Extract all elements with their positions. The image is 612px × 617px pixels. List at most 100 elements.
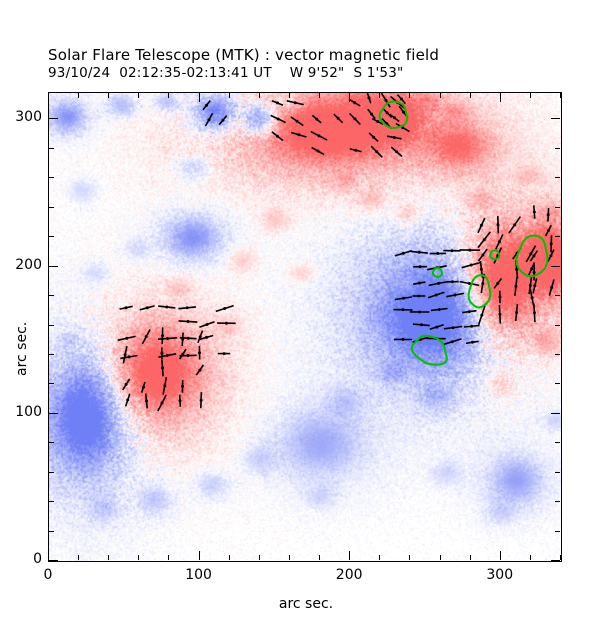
x-major-tick-top bbox=[349, 93, 351, 102]
x-minor-tick bbox=[258, 555, 260, 560]
y-minor-tick bbox=[49, 236, 54, 238]
umbral-contour bbox=[410, 334, 448, 366]
field-vector-origin bbox=[275, 134, 279, 138]
x-minor-tick bbox=[228, 555, 230, 560]
field-vector-origin bbox=[481, 253, 485, 257]
x-minor-tick bbox=[469, 555, 471, 560]
field-vector-origin bbox=[370, 112, 373, 116]
x-minor-tick-top bbox=[560, 93, 561, 98]
x-tick-label: 100 bbox=[185, 567, 212, 583]
field-vector-origin bbox=[532, 271, 536, 274]
umbral-contour bbox=[431, 267, 444, 278]
field-vector-origin bbox=[127, 355, 131, 359]
y-minor-tick bbox=[49, 147, 54, 149]
x-tick-label: 300 bbox=[486, 567, 514, 583]
y-minor-tick-right bbox=[555, 324, 560, 326]
field-vector-origin bbox=[125, 336, 129, 340]
field-vector-origin bbox=[222, 352, 226, 356]
magnetogram-image bbox=[49, 93, 561, 561]
y-tick-label: 100 bbox=[15, 403, 42, 420]
x-minor-tick-top bbox=[439, 93, 441, 98]
field-vector-origin bbox=[141, 385, 145, 389]
field-vector-origin bbox=[470, 340, 474, 344]
field-vector-origin bbox=[417, 250, 421, 254]
x-minor-tick-top bbox=[319, 93, 321, 98]
field-vector-origin bbox=[199, 398, 203, 402]
x-minor-tick-top bbox=[529, 93, 531, 98]
y-major-tick bbox=[49, 412, 58, 414]
field-vector-origin bbox=[546, 229, 550, 233]
x-minor-tick bbox=[439, 555, 441, 560]
field-vector-origin bbox=[178, 399, 182, 403]
vector-field-overlay bbox=[117, 93, 555, 412]
field-vector-origin bbox=[145, 306, 149, 310]
field-vector-origin bbox=[468, 248, 472, 252]
field-vector-origin bbox=[224, 321, 228, 325]
x-major-tick-top bbox=[198, 93, 200, 102]
y-minor-tick bbox=[49, 353, 54, 355]
x-minor-tick bbox=[78, 555, 80, 560]
field-vector-origin bbox=[515, 267, 519, 271]
y-minor-tick-right bbox=[555, 177, 560, 179]
field-vector-origin bbox=[532, 210, 536, 214]
x-minor-tick-top bbox=[469, 93, 471, 98]
y-tick-label: 200 bbox=[15, 256, 42, 273]
field-vector-origin bbox=[450, 249, 454, 253]
x-major-tick-top bbox=[48, 93, 49, 102]
x-minor-tick-top bbox=[108, 93, 110, 98]
y-minor-tick-right bbox=[555, 206, 560, 208]
y-major-tick bbox=[49, 118, 58, 120]
field-vector-origin bbox=[402, 110, 405, 114]
field-vector-origin bbox=[297, 133, 301, 137]
field-vector-origin bbox=[400, 97, 403, 101]
field-vector-origin bbox=[276, 101, 279, 105]
field-vector-origin bbox=[123, 353, 127, 357]
field-vector-origin bbox=[434, 293, 438, 297]
y-minor-tick-right bbox=[555, 501, 560, 503]
field-vector-origin bbox=[417, 281, 421, 285]
field-vector-origin bbox=[160, 351, 164, 355]
field-vector-origin bbox=[354, 148, 358, 152]
x-minor-tick bbox=[319, 555, 321, 560]
x-major-tick bbox=[499, 551, 501, 560]
field-vector-origin bbox=[479, 267, 483, 271]
field-vector-origin bbox=[316, 149, 320, 153]
field-vector-origin bbox=[295, 119, 299, 123]
y-minor-tick bbox=[49, 177, 54, 179]
field-vector-origin bbox=[470, 324, 474, 328]
y-major-tick bbox=[49, 560, 58, 561]
x-minor-tick-top bbox=[78, 93, 80, 98]
y-minor-tick bbox=[49, 206, 54, 208]
field-vector-origin bbox=[392, 136, 396, 139]
field-vector-origin bbox=[419, 323, 423, 327]
x-major-tick bbox=[349, 551, 351, 560]
x-minor-tick-top bbox=[379, 93, 381, 98]
y-minor-tick bbox=[49, 442, 54, 444]
y-major-tick bbox=[49, 265, 58, 267]
y-major-tick-right bbox=[551, 118, 560, 120]
field-vector-origin bbox=[186, 320, 190, 323]
field-vector-origin bbox=[186, 354, 190, 357]
plot-area bbox=[48, 92, 562, 562]
field-vector-origin bbox=[532, 311, 536, 315]
field-vector-origin bbox=[198, 351, 201, 355]
y-axis-title-wrap: arc sec. bbox=[0, 290, 30, 380]
field-vector-origin bbox=[198, 335, 202, 339]
umbral-contour bbox=[467, 274, 492, 309]
field-vector-origin bbox=[401, 337, 405, 341]
figure-title-block: Solar Flare Telescope (MTK) : vector mag… bbox=[48, 46, 588, 82]
field-vector-origin bbox=[532, 254, 536, 258]
y-minor-tick-right bbox=[555, 353, 560, 355]
field-vector-origin bbox=[126, 398, 130, 402]
x-major-tick bbox=[198, 551, 200, 560]
field-vector-origin bbox=[205, 103, 209, 107]
field-vector-origin bbox=[450, 340, 454, 344]
y-minor-tick-right bbox=[555, 471, 560, 473]
field-vector-origin bbox=[515, 311, 519, 315]
field-vector-origin bbox=[198, 368, 202, 372]
figure-title-line2: 93/10/24 02:12:35-02:13:41 UT W 9'52" S … bbox=[48, 65, 404, 81]
field-vector-origin bbox=[223, 307, 227, 310]
field-vector-origin bbox=[480, 313, 484, 317]
field-vector-origin bbox=[530, 296, 534, 300]
